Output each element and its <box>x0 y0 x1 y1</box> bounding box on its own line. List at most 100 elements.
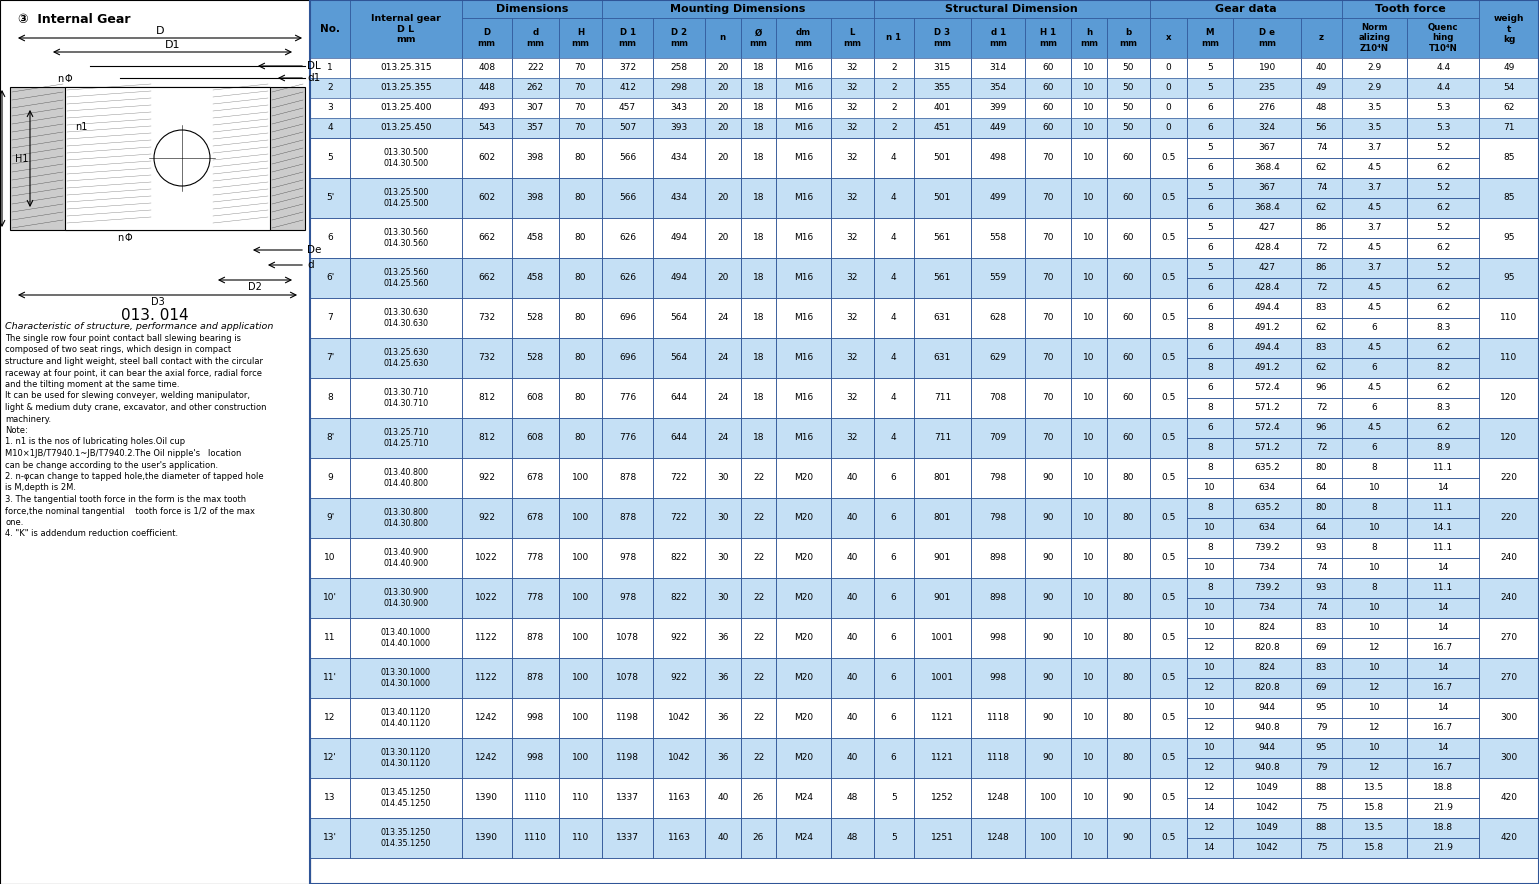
Text: 1252: 1252 <box>931 794 954 803</box>
Bar <box>349 458 462 498</box>
Bar <box>462 618 512 658</box>
Text: 013.30.800
014.30.800: 013.30.800 014.30.800 <box>383 508 428 528</box>
Text: 0.5: 0.5 <box>1162 834 1176 842</box>
Bar <box>309 618 349 658</box>
Bar <box>1150 578 1187 618</box>
Text: 32: 32 <box>846 83 857 93</box>
Bar <box>512 98 559 118</box>
Text: 90: 90 <box>1122 834 1134 842</box>
Text: 501: 501 <box>934 194 951 202</box>
Text: one.: one. <box>5 518 23 527</box>
Text: 1042: 1042 <box>668 713 691 722</box>
Bar <box>1302 278 1342 298</box>
Bar <box>1025 658 1071 698</box>
Bar <box>1342 458 1407 478</box>
Text: 100: 100 <box>573 553 589 562</box>
Text: 100: 100 <box>573 674 589 682</box>
Text: 276: 276 <box>1259 103 1276 112</box>
Text: 820.8: 820.8 <box>1254 683 1280 692</box>
Text: 32: 32 <box>846 393 857 402</box>
Text: 6': 6' <box>326 273 334 283</box>
Text: 798: 798 <box>990 514 1007 522</box>
Text: 32: 32 <box>846 273 857 283</box>
Text: 3.7: 3.7 <box>1367 143 1382 153</box>
Text: Norm
alizing
Z10⁴N: Norm alizing Z10⁴N <box>1359 23 1390 53</box>
Bar <box>512 618 559 658</box>
Bar <box>971 578 1025 618</box>
Text: 16.7: 16.7 <box>1433 764 1453 773</box>
Bar <box>705 58 740 78</box>
Text: 54: 54 <box>1504 83 1514 93</box>
Text: 60: 60 <box>1042 103 1054 112</box>
Text: 14: 14 <box>1437 563 1448 573</box>
Text: 8: 8 <box>1371 463 1377 473</box>
Text: 10: 10 <box>1203 664 1216 673</box>
Text: 74: 74 <box>1316 184 1327 193</box>
Text: 40: 40 <box>1316 64 1327 72</box>
Text: raceway at four point, it can bear the axial force, radial force: raceway at four point, it can bear the a… <box>5 369 262 377</box>
Bar <box>740 538 776 578</box>
Text: 367: 367 <box>1259 143 1276 153</box>
Text: 491.2: 491.2 <box>1254 324 1280 332</box>
Text: M16: M16 <box>794 103 813 112</box>
Bar <box>602 458 654 498</box>
Bar <box>309 458 349 498</box>
Text: 90: 90 <box>1042 514 1054 522</box>
Bar <box>1342 158 1407 178</box>
Text: 355: 355 <box>934 83 951 93</box>
Bar <box>309 58 1539 78</box>
Text: 24: 24 <box>717 393 728 402</box>
Text: 10: 10 <box>1368 484 1380 492</box>
Text: 20: 20 <box>717 124 728 133</box>
Bar <box>1407 338 1479 358</box>
Text: 120: 120 <box>1501 393 1517 402</box>
Text: 6: 6 <box>1207 284 1213 293</box>
Text: 013.30.500
014.30.500: 013.30.500 014.30.500 <box>383 149 428 168</box>
Bar <box>740 178 776 218</box>
Bar <box>1407 198 1479 218</box>
Bar <box>1233 538 1302 558</box>
Text: 8.3: 8.3 <box>1436 324 1450 332</box>
Text: 60: 60 <box>1122 433 1134 443</box>
Bar <box>462 738 512 778</box>
Bar <box>309 418 349 458</box>
Text: 10: 10 <box>1203 743 1216 752</box>
Bar <box>1302 318 1342 338</box>
Text: 10: 10 <box>1083 474 1094 483</box>
Text: 32: 32 <box>846 64 857 72</box>
Bar <box>1407 238 1479 258</box>
Text: 18: 18 <box>753 124 765 133</box>
Text: 1251: 1251 <box>931 834 954 842</box>
Text: 10: 10 <box>1083 154 1094 163</box>
Text: M20: M20 <box>794 553 813 562</box>
Bar <box>1479 218 1539 258</box>
Text: 70: 70 <box>1042 273 1054 283</box>
Bar <box>874 218 914 258</box>
Bar <box>512 258 559 298</box>
Text: 32: 32 <box>846 354 857 362</box>
Bar <box>512 58 559 78</box>
Text: 36: 36 <box>717 674 728 682</box>
Text: 220: 220 <box>1501 474 1517 483</box>
Text: 4. "K" is addendum reduction coefficient.: 4. "K" is addendum reduction coefficient… <box>5 530 179 538</box>
Bar <box>1302 438 1342 458</box>
Text: 878: 878 <box>526 674 543 682</box>
Bar <box>1107 378 1150 418</box>
Text: 10: 10 <box>1083 634 1094 643</box>
Bar <box>654 178 705 218</box>
Text: 70: 70 <box>574 103 586 112</box>
Text: 83: 83 <box>1316 664 1327 673</box>
Text: 354: 354 <box>990 83 1007 93</box>
Text: 14: 14 <box>1437 704 1448 713</box>
Text: 1122: 1122 <box>476 634 499 643</box>
Text: M16: M16 <box>794 154 813 163</box>
Bar <box>1407 258 1479 278</box>
Text: 696: 696 <box>619 354 636 362</box>
Bar <box>1025 258 1071 298</box>
Bar <box>349 578 462 618</box>
Text: 1337: 1337 <box>616 834 639 842</box>
Bar <box>1071 578 1107 618</box>
Text: 922: 922 <box>671 634 688 643</box>
Text: 0.5: 0.5 <box>1162 194 1176 202</box>
Bar <box>654 258 705 298</box>
